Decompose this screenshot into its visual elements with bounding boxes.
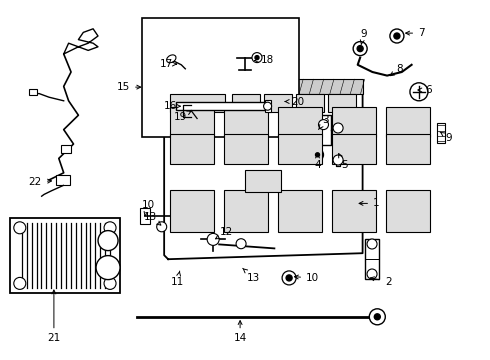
Bar: [296, 94, 324, 112]
Text: 9: 9: [360, 29, 367, 45]
Bar: [386, 190, 430, 232]
Bar: [29, 89, 37, 95]
Text: 5: 5: [339, 154, 348, 170]
Text: 21: 21: [47, 290, 61, 343]
Text: 9: 9: [440, 132, 452, 143]
Text: 17: 17: [160, 59, 176, 69]
Bar: [142, 18, 299, 137]
Text: 2: 2: [370, 276, 392, 287]
Bar: [170, 190, 214, 232]
Bar: [224, 107, 268, 137]
Bar: [264, 94, 292, 112]
Text: 13: 13: [144, 212, 161, 225]
Text: 19: 19: [173, 111, 191, 122]
Text: 7: 7: [406, 28, 425, 38]
Circle shape: [157, 222, 167, 232]
Bar: [170, 94, 225, 112]
Circle shape: [14, 222, 26, 234]
Bar: [265, 100, 270, 112]
Circle shape: [390, 29, 404, 43]
Circle shape: [374, 314, 380, 320]
Text: 16: 16: [164, 101, 180, 111]
Bar: [332, 107, 376, 137]
Text: 20: 20: [285, 96, 304, 107]
Circle shape: [104, 222, 116, 234]
Ellipse shape: [167, 55, 176, 63]
Bar: [245, 170, 281, 192]
Ellipse shape: [307, 91, 320, 111]
Circle shape: [333, 155, 343, 165]
Circle shape: [353, 42, 367, 55]
Text: 1: 1: [359, 198, 380, 208]
Bar: [328, 94, 356, 112]
Text: 8: 8: [391, 64, 403, 76]
Circle shape: [282, 271, 296, 285]
Text: 3: 3: [318, 114, 329, 130]
Bar: [309, 113, 318, 119]
Bar: [224, 134, 268, 164]
Circle shape: [357, 46, 363, 51]
Text: 10: 10: [294, 273, 319, 283]
Bar: [332, 134, 376, 164]
Circle shape: [98, 231, 118, 251]
Text: 11: 11: [171, 271, 184, 287]
Text: 10: 10: [142, 200, 154, 216]
Bar: [278, 107, 322, 137]
Bar: [170, 107, 214, 137]
Bar: [56, 175, 71, 185]
Text: 22: 22: [28, 177, 51, 187]
Circle shape: [367, 269, 377, 279]
Circle shape: [255, 55, 259, 60]
Bar: [224, 190, 268, 232]
Bar: [10, 218, 120, 293]
Circle shape: [333, 123, 343, 133]
Bar: [164, 79, 363, 94]
Text: 13: 13: [243, 268, 261, 283]
Circle shape: [316, 153, 319, 157]
Bar: [332, 190, 376, 232]
Bar: [437, 123, 445, 143]
Circle shape: [14, 278, 26, 289]
Bar: [170, 134, 214, 164]
Text: 6: 6: [418, 85, 432, 95]
Text: 15: 15: [117, 82, 141, 92]
Bar: [232, 94, 260, 112]
Circle shape: [264, 102, 271, 110]
Circle shape: [236, 239, 246, 249]
Circle shape: [252, 53, 262, 63]
Circle shape: [104, 278, 116, 289]
Circle shape: [312, 149, 323, 161]
Bar: [365, 239, 379, 279]
Circle shape: [394, 33, 400, 39]
Circle shape: [286, 275, 292, 281]
Bar: [386, 134, 430, 164]
Bar: [140, 208, 149, 224]
Text: 12: 12: [216, 227, 233, 239]
Text: 14: 14: [233, 321, 247, 343]
Bar: [278, 190, 322, 232]
Text: 18: 18: [255, 55, 274, 66]
Circle shape: [367, 239, 377, 249]
Text: 4: 4: [314, 154, 321, 170]
Circle shape: [369, 309, 385, 325]
Circle shape: [96, 256, 120, 280]
Bar: [278, 134, 322, 164]
Bar: [61, 145, 71, 153]
Circle shape: [410, 83, 428, 101]
Circle shape: [207, 233, 219, 246]
Bar: [386, 107, 430, 137]
Bar: [176, 102, 265, 110]
Circle shape: [318, 120, 328, 130]
